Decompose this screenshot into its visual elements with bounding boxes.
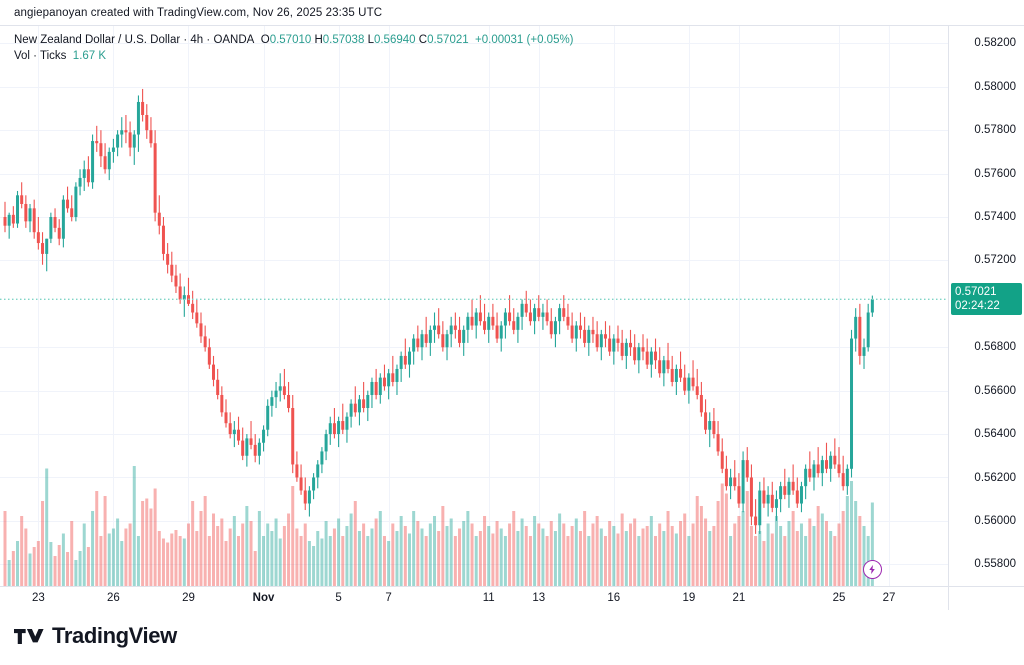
time-tick-label: Nov (252, 592, 275, 604)
price-axis[interactable]: 0.58200 0.58000 0.57800 0.57600 0.57400 0.572… (948, 26, 1024, 604)
time-tick-label: 29 (182, 592, 195, 604)
legend-exchange: OANDA (213, 34, 255, 46)
chart-frame: New Zealand Dollar / U.S. Dollar · 4h · … (0, 25, 1024, 610)
legend-volume-value: 1.67 K (72, 50, 107, 62)
time-tick-label: 11 (482, 592, 495, 604)
time-tick-label: 26 (106, 592, 120, 604)
legend-sep-2: · (203, 34, 214, 46)
time-tick-label: 23 (31, 592, 45, 604)
watermark-text: angiepanoyan created with TradingView.co… (14, 7, 383, 19)
legend-high-label: H (314, 34, 323, 46)
current-price-badge[interactable]: 0.57021 02:24:22 (951, 283, 1022, 316)
price-tick-label: 0.56200 (974, 471, 1016, 484)
legend-open-label: O (260, 34, 270, 46)
legend-ohlc-row: New Zealand Dollar / U.S. Dollar · 4h · … (14, 32, 574, 48)
bar-countdown: 02:24:22 (955, 300, 1000, 313)
tradingview-logo-text: TradingView (52, 623, 177, 648)
legend-symbol: New Zealand Dollar / U.S. Dollar (14, 34, 181, 46)
tradingview-logo-icon (14, 628, 44, 644)
time-tick-label: 16 (607, 592, 621, 604)
price-tick-label: 0.57600 (974, 167, 1016, 180)
legend-volume-title: Vol · Ticks (14, 50, 67, 62)
chart-legend: New Zealand Dollar / U.S. Dollar · 4h · … (14, 32, 574, 64)
candlestick-chart (0, 26, 948, 586)
time-axis-corner (948, 586, 1024, 610)
chart-plot-area[interactable]: New Zealand Dollar / U.S. Dollar · 4h · … (0, 26, 948, 586)
price-tick-label: 0.57800 (974, 124, 1016, 137)
legend-high-value: 0.57038 (322, 34, 365, 46)
time-tick-label: 27 (882, 592, 896, 604)
legend-sep-1: · (180, 34, 191, 46)
time-tick-label: 19 (682, 592, 696, 604)
time-axis[interactable]: 23 26 29 Nov 5 7 11 13 16 19 21 25 27 (0, 586, 948, 610)
lightning-bolt-icon[interactable] (862, 560, 882, 579)
current-price-value: 0.57021 (955, 286, 997, 299)
time-tick-label: 7 (385, 592, 392, 604)
price-tick-label: 0.56800 (974, 341, 1016, 354)
price-tick-label: 0.57400 (974, 211, 1016, 223)
time-tick-label: 21 (732, 592, 746, 604)
legend-low-label: L (367, 34, 374, 46)
time-tick-label: 25 (832, 592, 846, 604)
price-tick-label: 0.56400 (974, 428, 1016, 441)
price-tick-label: 0.56600 (974, 384, 1016, 397)
legend-change: +0.00031 (475, 34, 524, 46)
legend-interval: 4h (190, 34, 204, 46)
footer: TradingView (0, 610, 1024, 665)
price-tick-label: 0.58000 (974, 80, 1016, 93)
legend-close-value: 0.57021 (427, 34, 469, 46)
legend-close-label: C (418, 34, 428, 46)
time-tick-label: 13 (532, 592, 546, 604)
price-tick-label: 0.57200 (974, 254, 1016, 267)
legend-change-percent: (+0.05%) (526, 34, 574, 46)
legend-volume-row: Vol · Ticks 1.67 K (14, 48, 574, 64)
price-tick-label: 0.56000 (974, 514, 1016, 527)
price-tick-label: 0.55800 (974, 558, 1016, 571)
tradingview-logo: TradingView (14, 623, 177, 649)
legend-low-value: 0.56940 (373, 34, 416, 46)
legend-open-value: 0.57010 (269, 34, 312, 46)
time-tick-label: 5 (335, 592, 342, 604)
price-tick-label: 0.58200 (974, 37, 1016, 50)
